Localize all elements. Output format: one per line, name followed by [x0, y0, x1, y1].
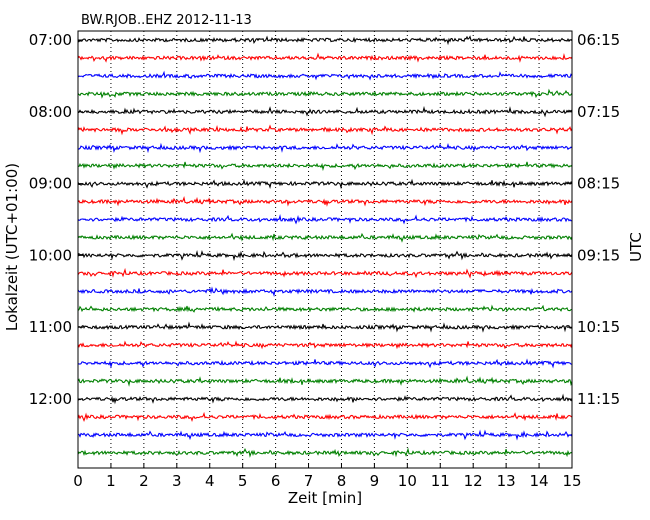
x-tick-label: 13 — [497, 472, 516, 490]
x-axis-label: Zeit [min] — [288, 489, 362, 507]
x-tick-label: 8 — [337, 472, 347, 490]
vertical-grid — [110, 31, 540, 468]
trace-line — [77, 267, 573, 279]
chart-title: BW.RJOB..EHZ 2012-11-13 — [81, 13, 252, 28]
left-tick-label: 07:00 — [29, 31, 72, 49]
x-tick-label: 0 — [73, 472, 83, 490]
x-tick-label: 9 — [370, 472, 380, 490]
y-axis-label-right: UTC — [627, 232, 645, 262]
trace-line — [77, 304, 573, 313]
left-tick-label: 12:00 — [29, 390, 72, 408]
trace-line — [77, 88, 573, 99]
x-tick-label: 2 — [139, 472, 149, 490]
left-tick-label: 10:00 — [29, 246, 72, 264]
x-tick-label: 6 — [271, 472, 281, 490]
trace-line — [77, 232, 573, 243]
trace-line — [77, 142, 573, 154]
x-tick-label: 14 — [530, 472, 549, 490]
right-tick-label: 11:15 — [577, 390, 620, 408]
right-tick-label: 08:15 — [577, 175, 620, 193]
trace-line — [77, 393, 573, 405]
trace-line — [77, 105, 573, 118]
right-tick-label: 07:15 — [577, 103, 620, 121]
right-tick-label: 10:15 — [577, 318, 620, 336]
x-tick-label: 5 — [238, 472, 248, 490]
right-tick-label: 09:15 — [577, 246, 620, 264]
trace-line — [77, 286, 573, 298]
left-y-axis-ticks: 07:00 08:00 09:00 10:00 11:00 12:00 — [29, 31, 83, 408]
trace-line — [77, 358, 573, 369]
trace-line — [77, 195, 573, 207]
x-tick-label: 11 — [431, 472, 450, 490]
trace-line — [77, 411, 573, 422]
trace-line — [77, 161, 573, 172]
left-tick-label: 09:00 — [29, 175, 72, 193]
x-tick-label: 15 — [562, 472, 581, 490]
trace-line — [77, 70, 573, 81]
x-tick-label: 1 — [106, 472, 116, 490]
y-axis-label-left: Lokalzeit (UTC+01:00) — [3, 163, 21, 331]
seismic-traces — [77, 35, 573, 458]
x-tick-label: 4 — [205, 472, 215, 490]
plot-frame — [77, 30, 573, 469]
trace-line — [77, 52, 573, 63]
trace-line — [77, 321, 573, 333]
trace-line — [77, 375, 573, 387]
trace-line — [77, 250, 573, 262]
left-tick-label: 11:00 — [29, 318, 72, 336]
trace-line — [77, 124, 573, 136]
trace-line — [77, 178, 573, 190]
right-tick-label: 06:15 — [577, 31, 620, 49]
trace-line — [77, 447, 573, 458]
x-tick-label: 7 — [304, 472, 314, 490]
trace-line — [77, 429, 573, 441]
x-tick-label: 3 — [172, 472, 182, 490]
x-tick-label: 12 — [464, 472, 483, 490]
right-y-axis-ticks: 06:15 07:15 08:15 09:15 10:15 11:15 — [567, 31, 620, 408]
trace-line — [77, 35, 573, 46]
x-axis-ticks: 0 1 2 3 4 5 6 7 8 9 10 11 12 13 14 15 — [73, 463, 582, 490]
left-tick-label: 08:00 — [29, 103, 72, 121]
x-tick-label: 10 — [398, 472, 417, 490]
trace-line — [77, 214, 573, 225]
trace-line — [77, 340, 573, 350]
